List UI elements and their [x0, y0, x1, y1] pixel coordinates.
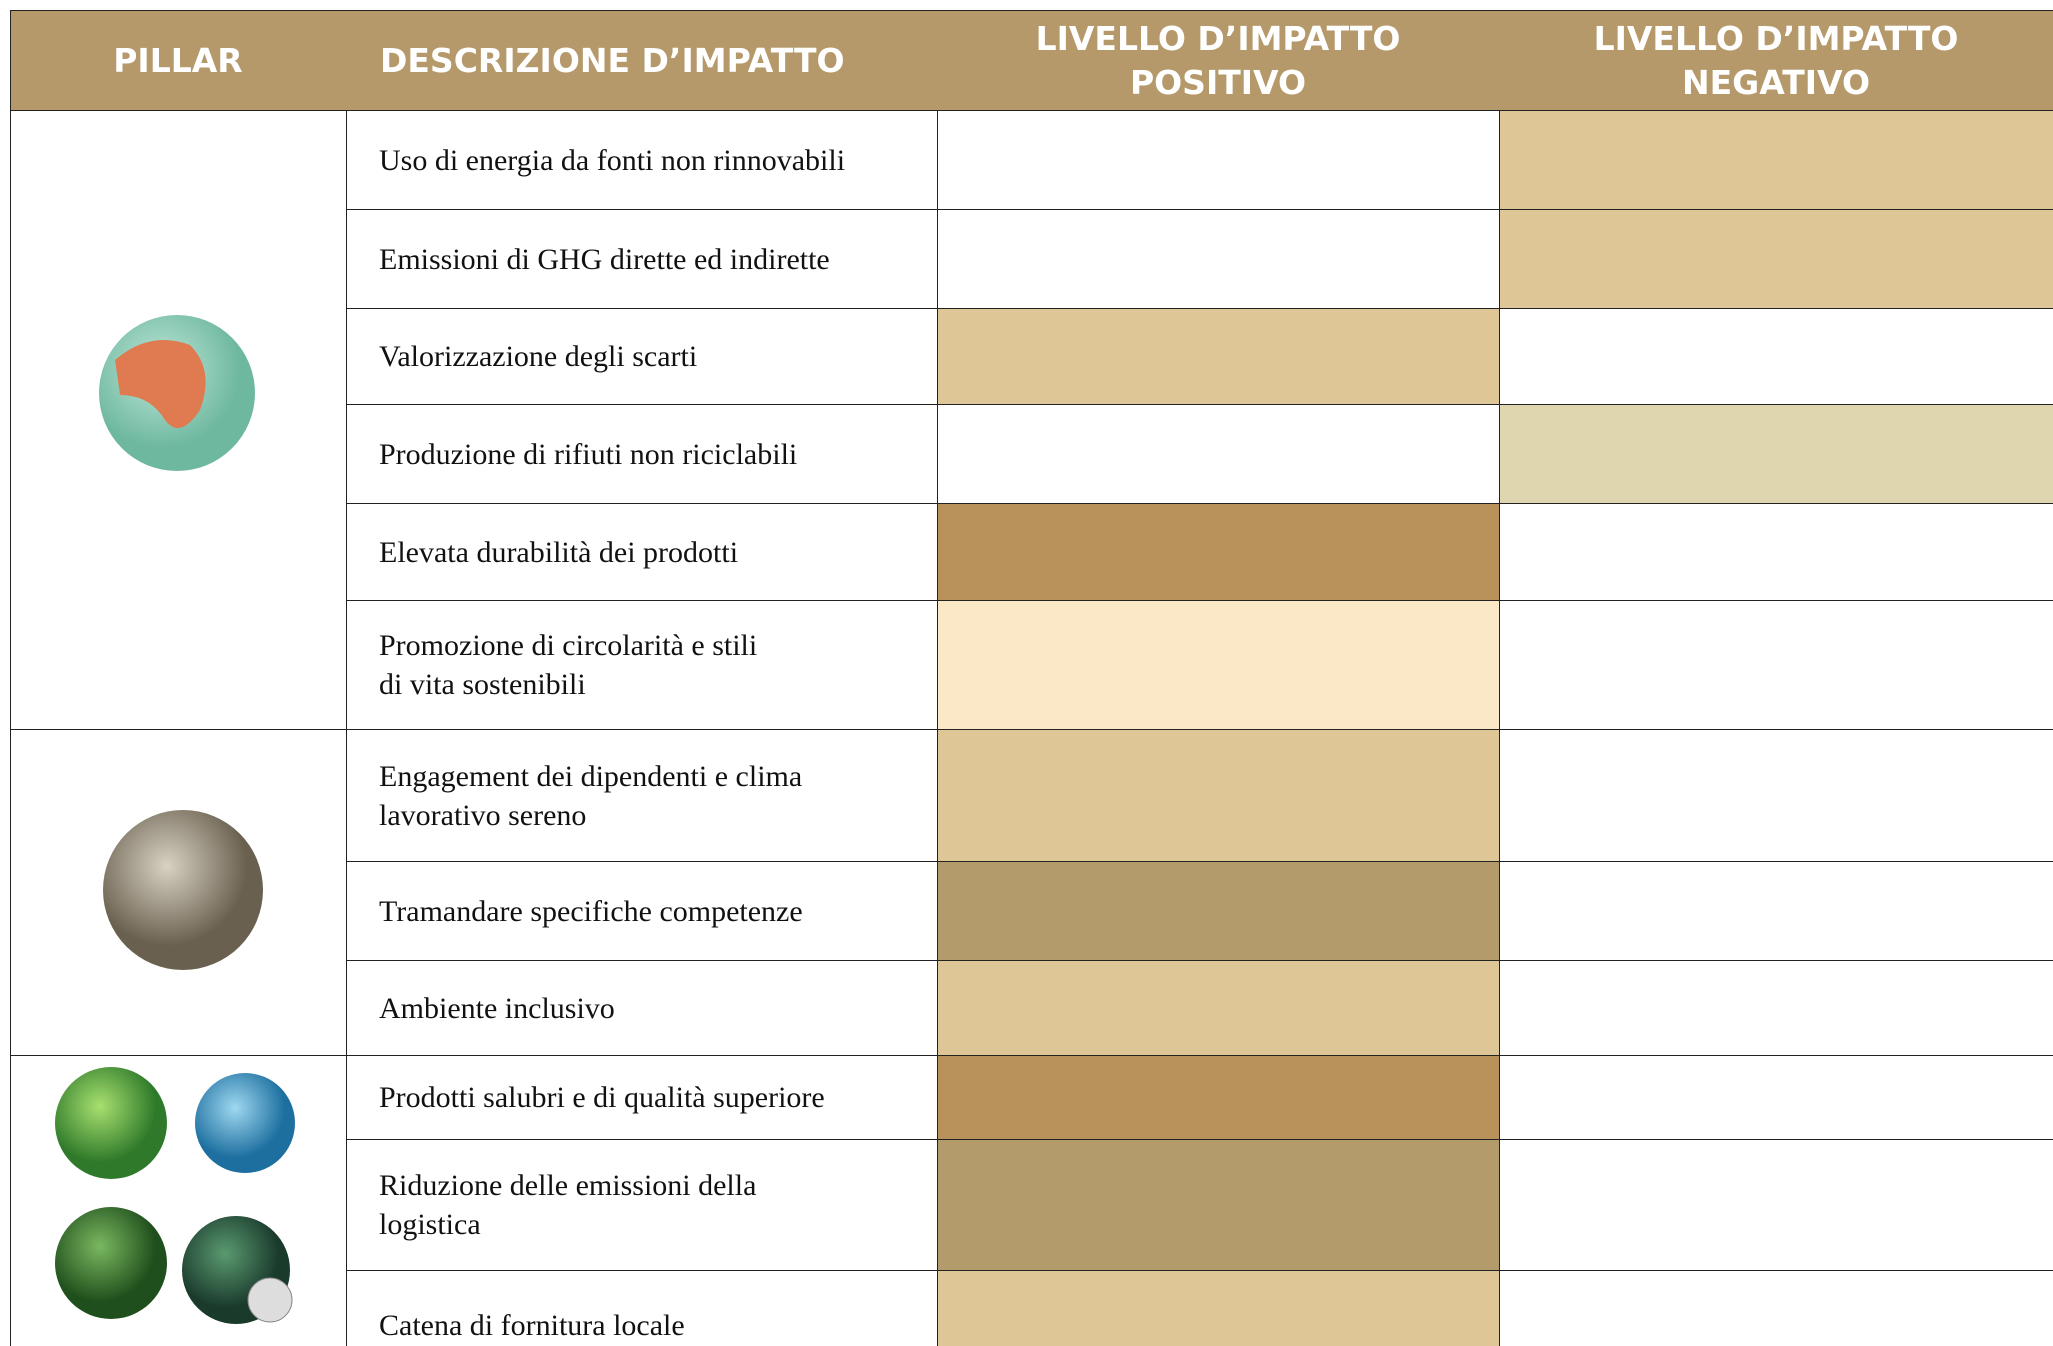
description-cell: Ambiente inclusivo [346, 960, 938, 1056]
water-icon [195, 1073, 295, 1173]
negative-level [1499, 1270, 2053, 1346]
negative-level [1499, 110, 2053, 210]
description-cell: Riduzione delle emissioni della logistic… [346, 1139, 938, 1271]
negative-level [1499, 308, 2053, 405]
positive-level [937, 861, 1500, 961]
negative-level [1499, 600, 2053, 730]
positive-level [937, 1139, 1500, 1271]
positive-level [937, 600, 1500, 730]
negative-level [1499, 404, 2053, 504]
description-cell: Produzione di rifiuti non riciclabili [346, 404, 938, 504]
column-header: PILLAR [113, 40, 243, 80]
description-cell: Engagement dei dipendenti e clima lavora… [346, 729, 938, 862]
positive-level [937, 404, 1500, 504]
positive-level [937, 209, 1500, 309]
positive-level [937, 308, 1500, 405]
negative-level [1499, 1055, 2053, 1140]
description-cell: Uso di energia da fonti non rinnovabili [346, 110, 938, 210]
description-cell: Emissioni di GHG dirette ed indirette [346, 209, 938, 309]
negative-level [1499, 503, 2053, 601]
description-cell: Promozione di circolarità e stili di vit… [346, 600, 938, 730]
pillar-icons [55, 315, 295, 1324]
header-bar [10, 10, 2053, 111]
description-cell: Tramandare specifiche competenze [346, 861, 938, 961]
description-cell: Valorizzazione degli scarti [346, 308, 938, 405]
description-cell: Prodotti salubri e di qualità superiore [346, 1055, 938, 1140]
forest-icon [55, 1207, 167, 1319]
column-header: LIVELLO D’IMPATTO NEGATIVO [1593, 18, 1959, 102]
negative-level [1499, 209, 2053, 309]
negative-level [1499, 960, 2053, 1056]
nature-icon [55, 1067, 167, 1179]
positive-level [937, 503, 1500, 601]
positive-level [937, 960, 1500, 1056]
positive-level [937, 1270, 1500, 1346]
negative-level [1499, 729, 2053, 862]
column-header: DESCRIZIONE D’IMPATTO [380, 40, 845, 80]
people-icon [103, 810, 263, 970]
positive-level [937, 1055, 1500, 1140]
description-cell: Elevata durabilità dei prodotti [346, 503, 938, 601]
negative-level [1499, 861, 2053, 961]
description-cell: Catena di fornitura locale [346, 1270, 938, 1346]
watch-icon [247, 1277, 293, 1323]
positive-level [937, 110, 1500, 210]
positive-level [937, 729, 1500, 862]
continent [115, 340, 206, 428]
column-header: LIVELLO D’IMPATTO POSITIVO [1035, 18, 1401, 102]
negative-level [1499, 1139, 2053, 1271]
